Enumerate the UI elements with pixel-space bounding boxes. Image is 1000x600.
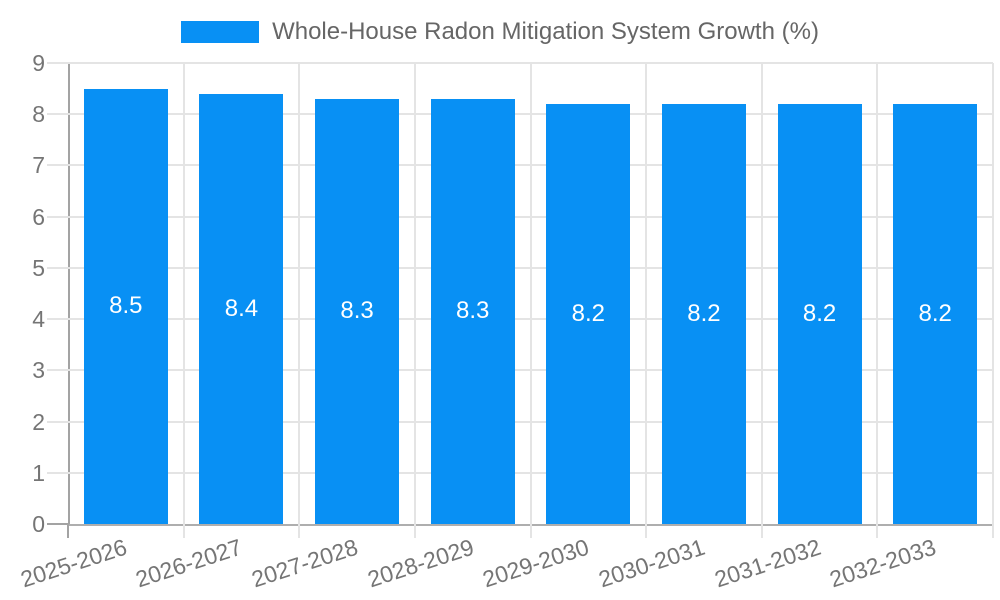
y-tick-label: 4: [32, 306, 45, 333]
y-tick-mark: [47, 523, 68, 525]
x-tick-label: 2029-2030: [479, 533, 593, 593]
gridline-vertical: [298, 63, 301, 524]
x-tick-label: 2025-2026: [17, 533, 130, 593]
y-tick-label: 8: [32, 101, 45, 128]
bar-value-label: 8.4: [224, 294, 259, 322]
y-tick-mark: [47, 113, 68, 116]
bar-value-label: 8.2: [802, 299, 837, 327]
gridline-vertical: [876, 63, 879, 524]
bar-value-label: 8.2: [687, 299, 721, 327]
bar: [199, 93, 284, 524]
bar: [893, 103, 978, 524]
y-tick-label: 0: [32, 511, 45, 537]
x-tick-mark: [760, 524, 763, 538]
y-tick-label: 5: [32, 254, 45, 281]
bar-value-label: 8.3: [456, 297, 490, 325]
x-tick-label: 2032-2033: [826, 533, 940, 593]
gridline-vertical: [182, 63, 185, 524]
gridline-vertical: [413, 63, 416, 524]
y-tick-mark: [47, 420, 68, 423]
gridline-vertical: [992, 63, 994, 524]
bar: [430, 98, 515, 524]
y-tick-mark: [47, 164, 68, 167]
y-tick-label: 2: [32, 408, 45, 435]
bar-value-label: 8.5: [109, 292, 143, 320]
y-tick-label: 6: [32, 203, 45, 230]
x-tick-label: 2027-2028: [248, 533, 362, 593]
x-tick-mark: [529, 524, 532, 538]
y-tick-mark: [47, 369, 68, 372]
bar-value-label: 8.2: [571, 299, 605, 327]
gridline-vertical: [645, 63, 648, 524]
bar: [546, 103, 631, 524]
y-tick-mark: [47, 62, 68, 64]
gridline-vertical: [529, 63, 532, 524]
y-tick-mark: [47, 318, 68, 321]
y-tick-mark: [47, 215, 68, 218]
bar: [661, 103, 746, 524]
bar: [315, 98, 400, 524]
bar: [777, 103, 862, 524]
x-tick-label: 2026-2027: [132, 533, 246, 593]
y-tick-mark: [47, 266, 68, 269]
x-tick-mark: [645, 524, 648, 538]
y-axis-line: [68, 63, 70, 524]
y-tick-label: 3: [32, 357, 45, 384]
bar: [83, 88, 168, 524]
x-tick-label: 2030-2031: [595, 533, 708, 593]
y-tick-label: 7: [32, 152, 45, 179]
chart-legend: Whole-House Radon Mitigation System Grow…: [0, 18, 1000, 46]
y-tick-label: 9: [32, 50, 45, 76]
x-tick-mark: [992, 524, 994, 538]
bar-value-label: 8.3: [340, 297, 374, 325]
legend-swatch: [181, 21, 260, 43]
x-tick-mark: [67, 524, 69, 538]
x-tick-label: 2031-2032: [710, 533, 824, 593]
gridline-vertical: [760, 63, 763, 524]
y-tick-mark: [47, 471, 68, 474]
x-tick-label: 2028-2029: [364, 533, 477, 593]
y-tick-label: 1: [32, 459, 45, 486]
x-tick-mark: [413, 524, 416, 538]
bar-value-label: 8.2: [918, 299, 952, 327]
legend-label: Whole-House Radon Mitigation System Grow…: [272, 18, 819, 45]
plot-area: 8.5 8.4 8.3 8.3 8.2 8.2 8.2 8.2: [68, 62, 994, 526]
x-tick-mark: [298, 524, 301, 538]
x-tick-mark: [182, 524, 185, 538]
x-tick-mark: [876, 524, 879, 538]
